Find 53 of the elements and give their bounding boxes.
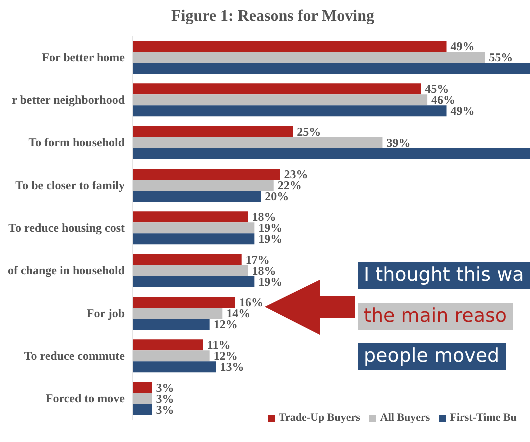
bar [133,148,530,160]
bar [133,308,223,319]
bar [133,404,152,416]
bar [133,297,236,308]
y-tick-label: For better home [42,50,126,64]
data-label: 16% [239,296,264,310]
bar [133,137,383,148]
bar [133,350,210,362]
legend-label: First-Time Bu [449,412,517,424]
data-label: 12% [214,318,238,332]
bar [133,276,255,288]
bar [133,126,294,138]
y-tick-label: of change in household [8,264,126,278]
data-label: 49% [450,40,475,54]
bar [133,393,152,404]
bar [133,106,447,117]
bar [133,319,210,330]
y-tick-label: To reduce housing cost [8,221,125,235]
data-label: 23% [284,168,308,182]
y-tick-label: To be closer to family [16,178,125,192]
bar [133,222,255,234]
bar [133,52,486,63]
bar [133,212,248,223]
annotation: I thought this wa [358,262,530,289]
annotation: people moved [358,343,506,370]
data-label: 55% [489,50,514,64]
bar [133,340,204,351]
annotation: the main reaso [358,303,513,330]
data-label: 39% [386,136,411,150]
bar [133,84,422,95]
bar [133,191,262,202]
y-tick-label: r better neighborhood [12,93,126,107]
bar [133,63,530,74]
y-tick-label: For job [86,306,126,320]
legend-label: Trade-Up Buyers [278,412,360,424]
data-label: 14% [226,306,251,320]
bar [133,234,255,245]
bar [133,41,447,52]
chart-title: Figure 1: Reasons for Moving [170,8,376,26]
bar [133,169,280,180]
legend-label: All Buyers [379,412,430,424]
bar [133,94,428,106]
y-tick-label: To form household [28,136,126,150]
bar [133,180,274,191]
data-label: 22% [278,178,302,192]
data-label: 25% [297,124,322,139]
bar [133,265,248,276]
y-tick-label: To reduce commute [24,349,126,363]
bar [133,254,242,266]
bar [133,382,152,394]
y-tick-label: Forced to move [46,392,126,406]
data-label: 20% [265,190,290,204]
bar [133,362,216,373]
